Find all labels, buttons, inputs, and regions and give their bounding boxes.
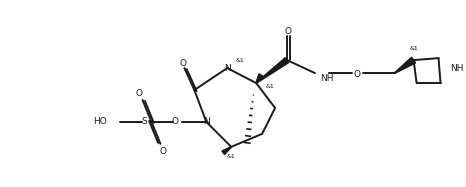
Polygon shape [395,57,416,73]
Text: NH: NH [451,64,464,73]
Text: N: N [224,64,231,73]
Text: &1: &1 [266,84,274,88]
Polygon shape [256,74,263,83]
Text: &1: &1 [227,154,236,159]
Polygon shape [256,58,289,83]
Text: O: O [135,88,142,97]
Text: &1: &1 [236,58,245,63]
Text: HO: HO [93,117,107,126]
Text: N: N [203,117,210,126]
Text: O: O [172,117,179,126]
Text: O: O [160,147,167,156]
Text: O: O [180,59,187,68]
Text: O: O [285,27,292,36]
Text: S: S [142,117,147,126]
Text: O: O [353,70,360,79]
Text: NH: NH [320,73,334,82]
Polygon shape [222,147,232,155]
Text: &1: &1 [409,46,418,51]
